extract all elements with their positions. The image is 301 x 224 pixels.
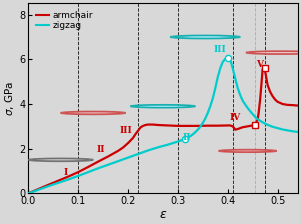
Circle shape (246, 51, 301, 54)
Legend: armchair, zigzag: armchair, zigzag (36, 10, 94, 31)
Text: III: III (119, 126, 132, 135)
Circle shape (28, 158, 93, 161)
Circle shape (131, 105, 195, 108)
Text: II: II (183, 133, 191, 142)
Y-axis label: $\sigma$, GPa: $\sigma$, GPa (4, 81, 17, 116)
Circle shape (61, 112, 126, 114)
X-axis label: $\varepsilon$: $\varepsilon$ (159, 207, 167, 220)
Circle shape (219, 150, 277, 152)
Text: I: I (64, 168, 68, 177)
Circle shape (170, 35, 240, 39)
Text: IV: IV (230, 113, 241, 122)
Text: II: II (96, 145, 105, 154)
Text: III: III (214, 45, 227, 54)
Text: V: V (256, 60, 263, 69)
